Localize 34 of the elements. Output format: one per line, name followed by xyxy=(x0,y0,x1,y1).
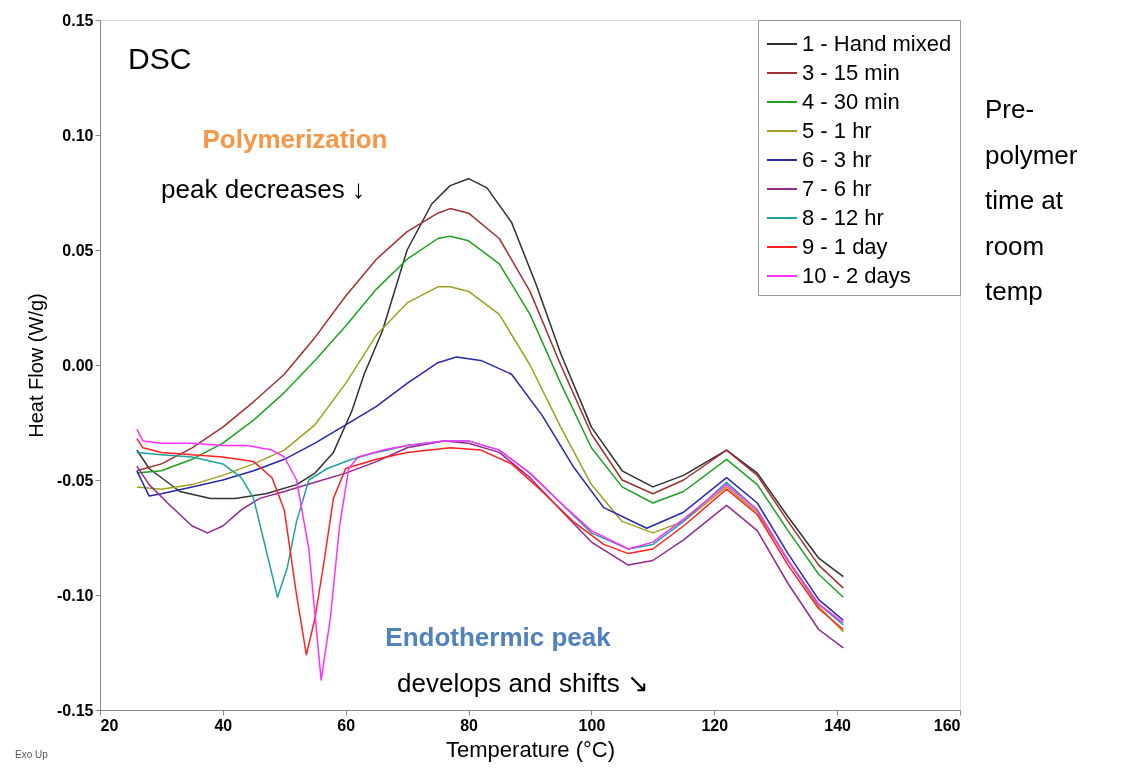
legend-label: 5 - 1 hr xyxy=(802,118,872,143)
legend-label: 10 - 2 days xyxy=(802,263,911,288)
y-axis-title: Heat Flow (W/g) xyxy=(25,293,48,438)
annotation: Endothermic peak xyxy=(385,622,612,652)
annotation: Polymerization xyxy=(202,124,388,154)
annotation: peak decreases ↓ xyxy=(161,174,365,204)
legend-label: 7 - 6 hr xyxy=(802,176,872,201)
x-tick-label: 20 xyxy=(100,716,119,734)
x-tick-label: 120 xyxy=(701,716,729,734)
legend-label: 6 - 3 hr xyxy=(802,147,872,172)
text: Exo Up xyxy=(15,749,49,760)
x-tick-label: 100 xyxy=(578,716,606,734)
text: Pre-polymer time at room temp xyxy=(985,94,1078,306)
annotation: DSC xyxy=(128,42,192,75)
legend-label: 1 - Hand mixed xyxy=(802,31,952,56)
y-tick-label: 0.15 xyxy=(62,11,94,29)
legend-label: 4 - 30 min xyxy=(802,89,900,114)
y-tick-label: 0.00 xyxy=(62,356,94,374)
legend-label: 9 - 1 day xyxy=(802,234,888,259)
x-axis-title: Temperature (°C) xyxy=(446,736,615,762)
x-tick-label: 40 xyxy=(214,716,233,734)
y-tick-label: 0.10 xyxy=(62,126,94,144)
y-tick-label: -0.05 xyxy=(57,471,94,489)
line-series xyxy=(136,356,845,622)
legend-label: 3 - 15 min xyxy=(802,60,900,85)
y-tick-label: -0.15 xyxy=(57,701,94,719)
annotation: develops and shifts ↘ xyxy=(397,668,649,698)
legend-label: 8 - 12 hr xyxy=(802,205,884,230)
y-tick-label: 0.05 xyxy=(62,241,94,259)
x-tick-label: 80 xyxy=(460,716,479,734)
x-tick-label: 140 xyxy=(824,716,852,734)
y-tick-label: -0.10 xyxy=(57,586,94,604)
x-tick-label: 160 xyxy=(933,716,961,734)
x-tick-label: 60 xyxy=(337,716,356,734)
